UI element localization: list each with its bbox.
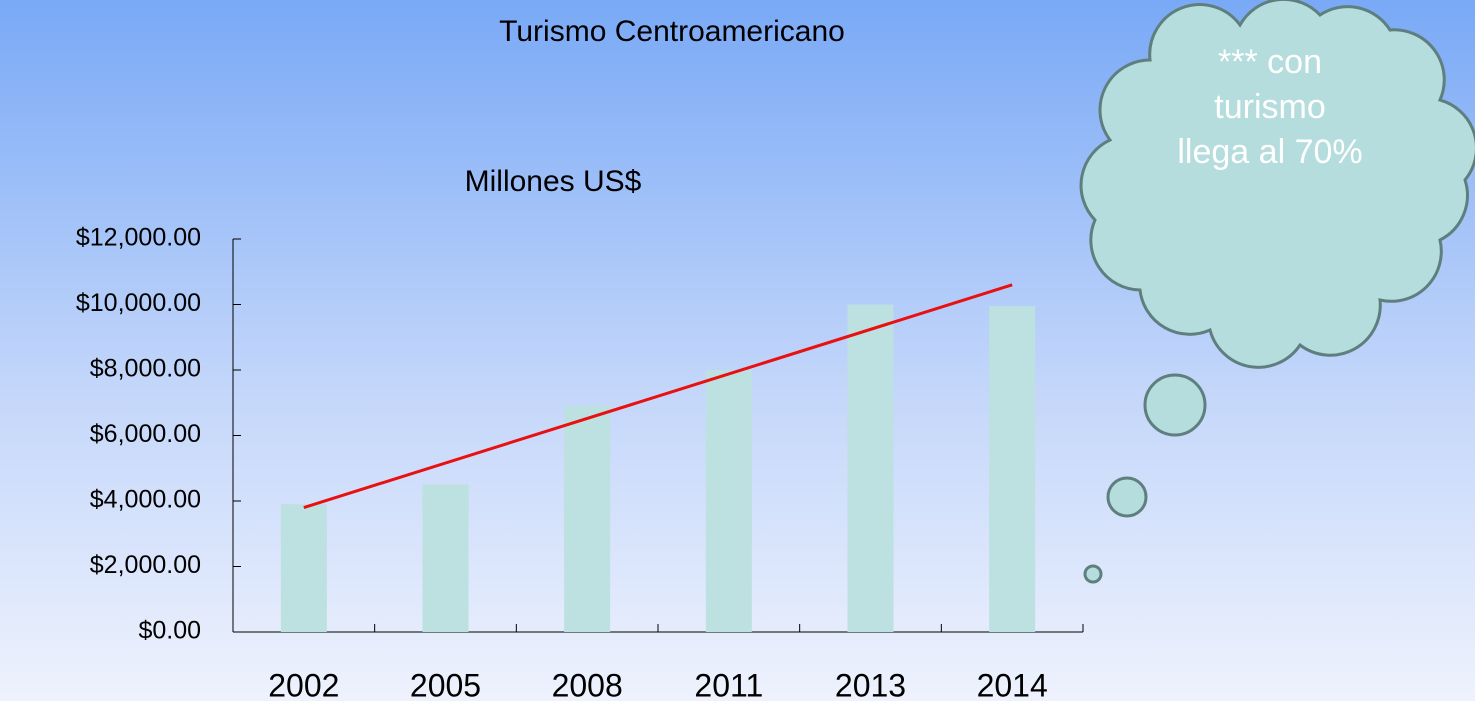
thought-bubble: [1106, 476, 1148, 518]
bar: [422, 484, 469, 632]
y-tick-label: $10,000.00: [76, 289, 201, 317]
bar: [564, 406, 611, 632]
chart-title: Turismo Centroamericano: [499, 15, 845, 48]
cloud: [1079, 0, 1475, 369]
x-tick-label: 2002: [268, 667, 339, 701]
bar: [705, 370, 752, 632]
y-tick-label: $8,000.00: [90, 355, 201, 383]
y-tick-label: $4,000.00: [90, 486, 201, 514]
bar: [989, 306, 1036, 632]
y-tick-label: $12,000.00: [76, 224, 201, 252]
x-tick-label: 2008: [552, 667, 623, 701]
bar: [280, 504, 327, 632]
thought-bubble: [1083, 564, 1103, 584]
x-tick-label: 2005: [410, 667, 481, 701]
y-tick-label: $0.00: [138, 617, 201, 645]
x-tick-label: 2011: [694, 667, 763, 701]
x-tick-label: 2014: [977, 667, 1048, 701]
x-tick-label: 2013: [835, 667, 906, 701]
chart-subtitle: Millones US$: [465, 165, 642, 198]
y-tick-label: $6,000.00: [90, 420, 201, 448]
bar: [847, 304, 894, 632]
trend-line: [303, 283, 1013, 509]
thought-bubble: [1143, 373, 1207, 437]
annotation: *** con turismo llega al 70%: [1177, 43, 1363, 171]
y-tick-label: $2,000.00: [90, 551, 201, 579]
